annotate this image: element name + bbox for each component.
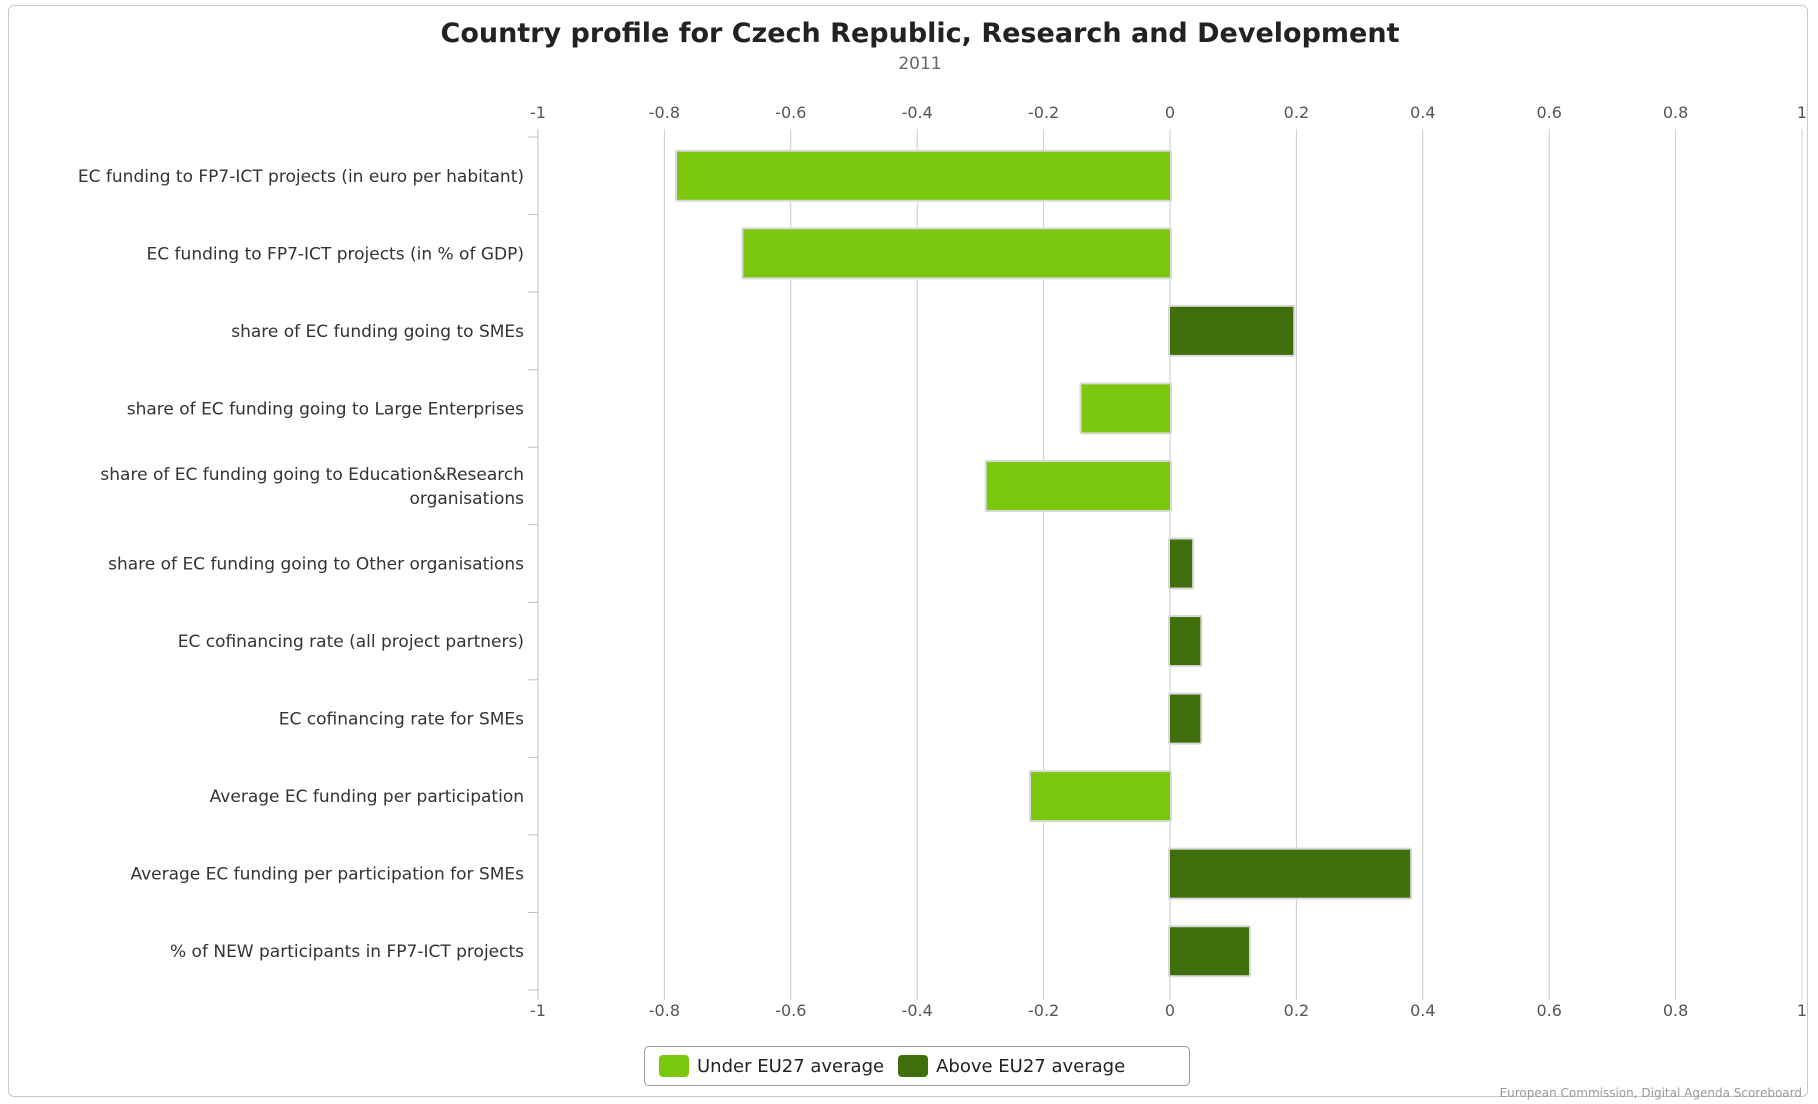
x-tick-label-bottom: 0.8 xyxy=(1663,1001,1688,1020)
category-label: Average EC funding per participation for… xyxy=(130,865,524,885)
bar-above[interactable] xyxy=(1170,539,1193,588)
bar-under[interactable] xyxy=(986,461,1170,510)
chart-title: Country profile for Czech Republic, Rese… xyxy=(440,18,1400,49)
category-label: share of EC funding going to Other organ… xyxy=(108,555,524,575)
x-tick-label-top: 0.8 xyxy=(1663,103,1688,122)
axis-layer xyxy=(528,129,539,1000)
category-label: share of EC funding going to Education&R… xyxy=(100,465,524,485)
x-tick-label-bottom: 0.6 xyxy=(1536,1001,1561,1020)
category-label: EC cofinancing rate for SMEs xyxy=(279,710,524,730)
bar-under[interactable] xyxy=(1081,384,1170,433)
bar-layer xyxy=(675,149,1413,978)
x-tick-label-bottom: 0 xyxy=(1165,1001,1175,1020)
x-tick-label-top: -0.8 xyxy=(649,103,680,122)
x-tick-label-bottom: -0.4 xyxy=(902,1001,933,1020)
bar-above[interactable] xyxy=(1170,306,1294,355)
source-credit: European Commission, Digital Agenda Scor… xyxy=(1499,1086,1802,1100)
x-tick-label-top: 0 xyxy=(1165,103,1175,122)
category-label: % of NEW participants in FP7-ICT project… xyxy=(170,942,524,962)
legend-item-under[interactable]: Under EU27 average xyxy=(659,1055,884,1077)
category-label: EC cofinancing rate (all project partner… xyxy=(178,632,524,652)
bar-under[interactable] xyxy=(677,151,1170,200)
x-tick-label-top: 1 xyxy=(1797,103,1807,122)
legend-label-above: Above EU27 average xyxy=(936,1055,1126,1077)
bar-above[interactable] xyxy=(1170,849,1411,898)
bar-above[interactable] xyxy=(1170,617,1201,666)
chart-legend: Under EU27 average Above EU27 average xyxy=(644,1046,1190,1086)
category-label: organisations xyxy=(410,489,525,509)
x-tick-label-top: 0.2 xyxy=(1284,103,1309,122)
bar-under[interactable] xyxy=(743,229,1170,278)
x-tick-label-top: 0.4 xyxy=(1410,103,1435,122)
x-tick-label-bottom: -1 xyxy=(530,1001,546,1020)
x-tick-label-top: -0.2 xyxy=(1028,103,1059,122)
bar-above[interactable] xyxy=(1170,694,1201,743)
chart-subtitle: 2011 xyxy=(898,54,942,74)
x-tick-label-top: -0.4 xyxy=(902,103,933,122)
x-tick-label-bottom: -0.6 xyxy=(775,1001,806,1020)
bar-under[interactable] xyxy=(1030,772,1170,821)
tick-label-layer: -1 -1 -0.8 -0.8 -0.6 -0.6 -0.4 -0.4 -0.2 -0.2 0 0 0.… xyxy=(530,103,1807,1020)
category-label: Average EC funding per participation xyxy=(210,787,524,807)
category-label: share of EC funding going to SMEs xyxy=(231,322,524,342)
category-label-layer: EC funding to FP7-ICT projects (in euro … xyxy=(78,167,524,962)
category-label: EC funding to FP7-ICT projects (in euro … xyxy=(78,167,524,187)
x-tick-label-top: 0.6 xyxy=(1536,103,1561,122)
x-tick-label-bottom: 1 xyxy=(1797,1001,1807,1020)
category-label: share of EC funding going to Large Enter… xyxy=(127,399,524,419)
x-tick-label-bottom: 0.4 xyxy=(1410,1001,1435,1020)
x-tick-label-top: -1 xyxy=(530,103,546,122)
legend-swatch-under xyxy=(659,1055,689,1077)
x-tick-label-bottom: -0.8 xyxy=(649,1001,680,1020)
legend-item-above[interactable]: Above EU27 average xyxy=(898,1055,1125,1077)
x-tick-label-bottom: -0.2 xyxy=(1028,1001,1059,1020)
legend-swatch-above xyxy=(898,1055,929,1077)
category-label: EC funding to FP7-ICT projects (in % of … xyxy=(147,244,524,264)
bar-above[interactable] xyxy=(1170,927,1249,976)
x-tick-label-bottom: 0.2 xyxy=(1284,1001,1309,1020)
legend-label-under: Under EU27 average xyxy=(697,1055,885,1077)
x-tick-label-top: -0.6 xyxy=(775,103,806,122)
